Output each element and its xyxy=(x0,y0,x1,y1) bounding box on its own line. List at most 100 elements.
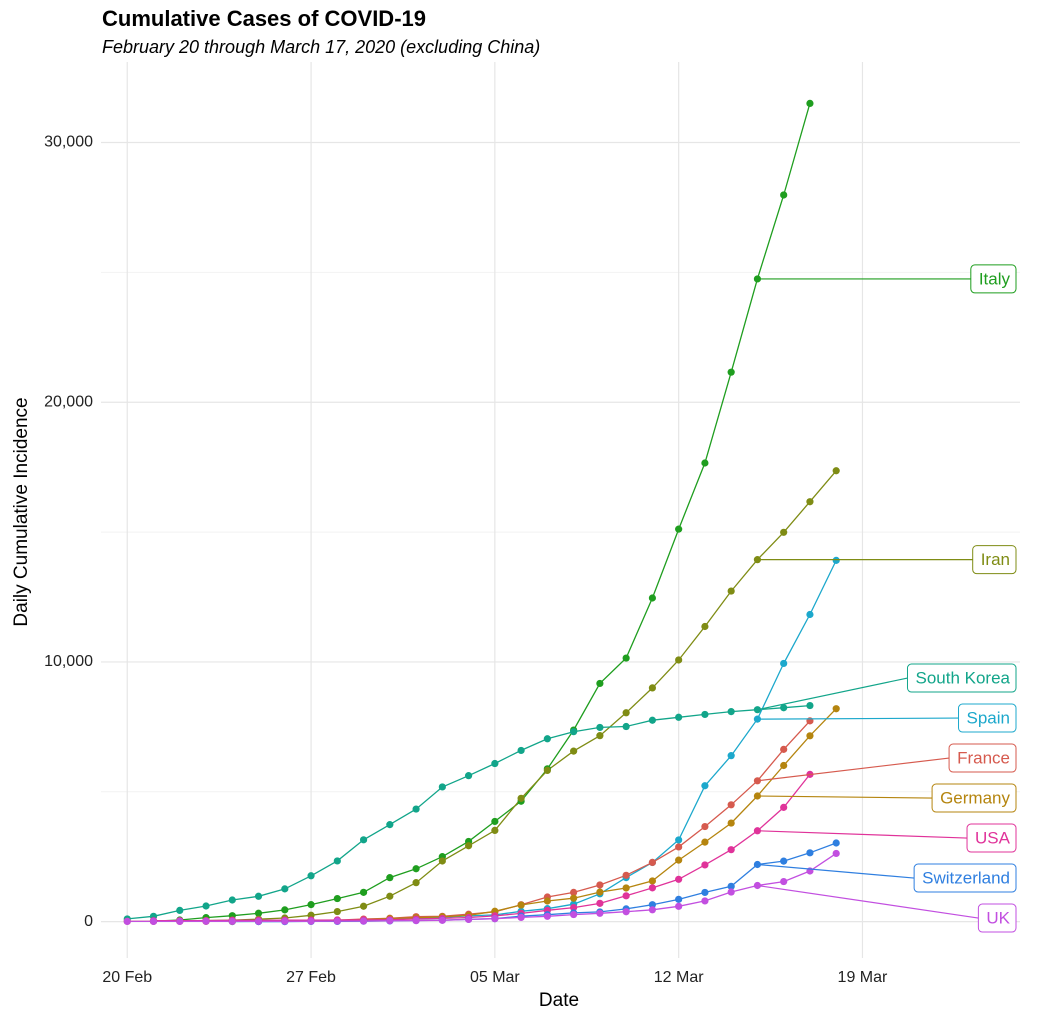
data-point xyxy=(832,467,840,475)
y-tick-label: 0 xyxy=(84,913,93,930)
data-point xyxy=(780,857,788,865)
series-line xyxy=(127,852,837,923)
data-point xyxy=(596,899,604,907)
data-point xyxy=(465,772,473,780)
data-point xyxy=(701,888,709,897)
data-point xyxy=(202,902,210,910)
data-point xyxy=(438,783,446,791)
data-point xyxy=(701,861,709,869)
data-point xyxy=(727,819,735,827)
data-point xyxy=(727,587,735,595)
data-point xyxy=(780,877,788,886)
data-point xyxy=(727,882,735,890)
data-point xyxy=(832,705,840,713)
data-point xyxy=(386,821,394,829)
series-line xyxy=(153,773,811,922)
label-connector xyxy=(757,795,933,799)
data-point xyxy=(333,894,341,903)
series-label: Switzerland xyxy=(922,869,1010,888)
data-point xyxy=(806,701,814,710)
series-label: Germany xyxy=(940,789,1010,808)
data-point xyxy=(333,907,341,916)
data-point xyxy=(491,915,499,923)
data-point xyxy=(359,902,368,910)
data-point xyxy=(596,888,604,896)
data-point xyxy=(176,906,184,914)
label-connector xyxy=(757,677,908,711)
data-point xyxy=(675,843,683,851)
data-point xyxy=(307,917,315,925)
data-point xyxy=(648,884,657,892)
data-point xyxy=(727,888,735,896)
data-point xyxy=(675,875,683,883)
data-point xyxy=(832,849,840,858)
data-point xyxy=(281,906,289,914)
x-axis-label: Date xyxy=(539,990,579,1011)
data-point xyxy=(701,838,709,846)
chart-title: Cumulative Cases of COVID-19 xyxy=(102,6,426,31)
data-point xyxy=(622,884,630,892)
data-point xyxy=(727,752,735,760)
data-point xyxy=(465,842,473,850)
data-point xyxy=(386,874,394,882)
data-point xyxy=(701,822,709,831)
data-point xyxy=(806,732,814,740)
data-point xyxy=(491,817,499,826)
data-point xyxy=(780,191,788,199)
data-point xyxy=(281,885,289,893)
data-point xyxy=(701,459,709,467)
data-point xyxy=(622,709,630,717)
data-point xyxy=(753,715,762,723)
data-point xyxy=(780,659,788,668)
data-point xyxy=(675,525,683,533)
y-tick-label: 10,000 xyxy=(44,653,93,670)
data-point xyxy=(780,745,788,753)
data-point xyxy=(806,99,814,107)
x-tick-label: 05 Mar xyxy=(470,969,520,986)
data-point xyxy=(254,909,263,917)
data-point xyxy=(832,556,840,564)
data-point xyxy=(596,723,604,732)
data-point xyxy=(517,746,525,755)
label-box xyxy=(966,823,1017,853)
chart-subtitle: February 20 through March 17, 2020 (excl… xyxy=(102,37,540,57)
data-point xyxy=(517,794,525,802)
data-point xyxy=(675,836,683,844)
data-point xyxy=(622,892,630,900)
series-label: Iran xyxy=(981,550,1010,569)
data-point xyxy=(596,732,604,740)
data-point xyxy=(701,710,709,719)
data-point xyxy=(806,849,814,857)
data-point xyxy=(622,908,630,916)
data-point xyxy=(675,713,683,721)
data-point xyxy=(753,777,762,785)
label-connector xyxy=(757,863,915,879)
data-point xyxy=(412,805,420,813)
data-point xyxy=(359,888,368,896)
data-point xyxy=(701,897,709,905)
label-connector xyxy=(757,717,959,720)
data-point xyxy=(228,917,236,925)
data-point xyxy=(359,917,368,925)
data-point xyxy=(806,610,814,619)
data-point xyxy=(675,656,683,664)
data-point xyxy=(543,912,551,920)
data-point xyxy=(543,766,551,775)
data-point xyxy=(123,917,131,926)
label-connector xyxy=(757,884,979,919)
data-point xyxy=(596,679,604,688)
data-point xyxy=(438,857,446,865)
label-box xyxy=(948,743,1017,773)
data-point xyxy=(648,684,657,692)
label-box xyxy=(931,783,1017,813)
data-point xyxy=(675,902,683,910)
data-point xyxy=(727,708,735,716)
data-point xyxy=(386,917,394,925)
label-box xyxy=(906,663,1017,693)
data-point xyxy=(333,857,341,865)
data-point xyxy=(412,917,420,925)
data-point xyxy=(648,594,657,602)
x-tick-label: 27 Feb xyxy=(286,969,336,986)
